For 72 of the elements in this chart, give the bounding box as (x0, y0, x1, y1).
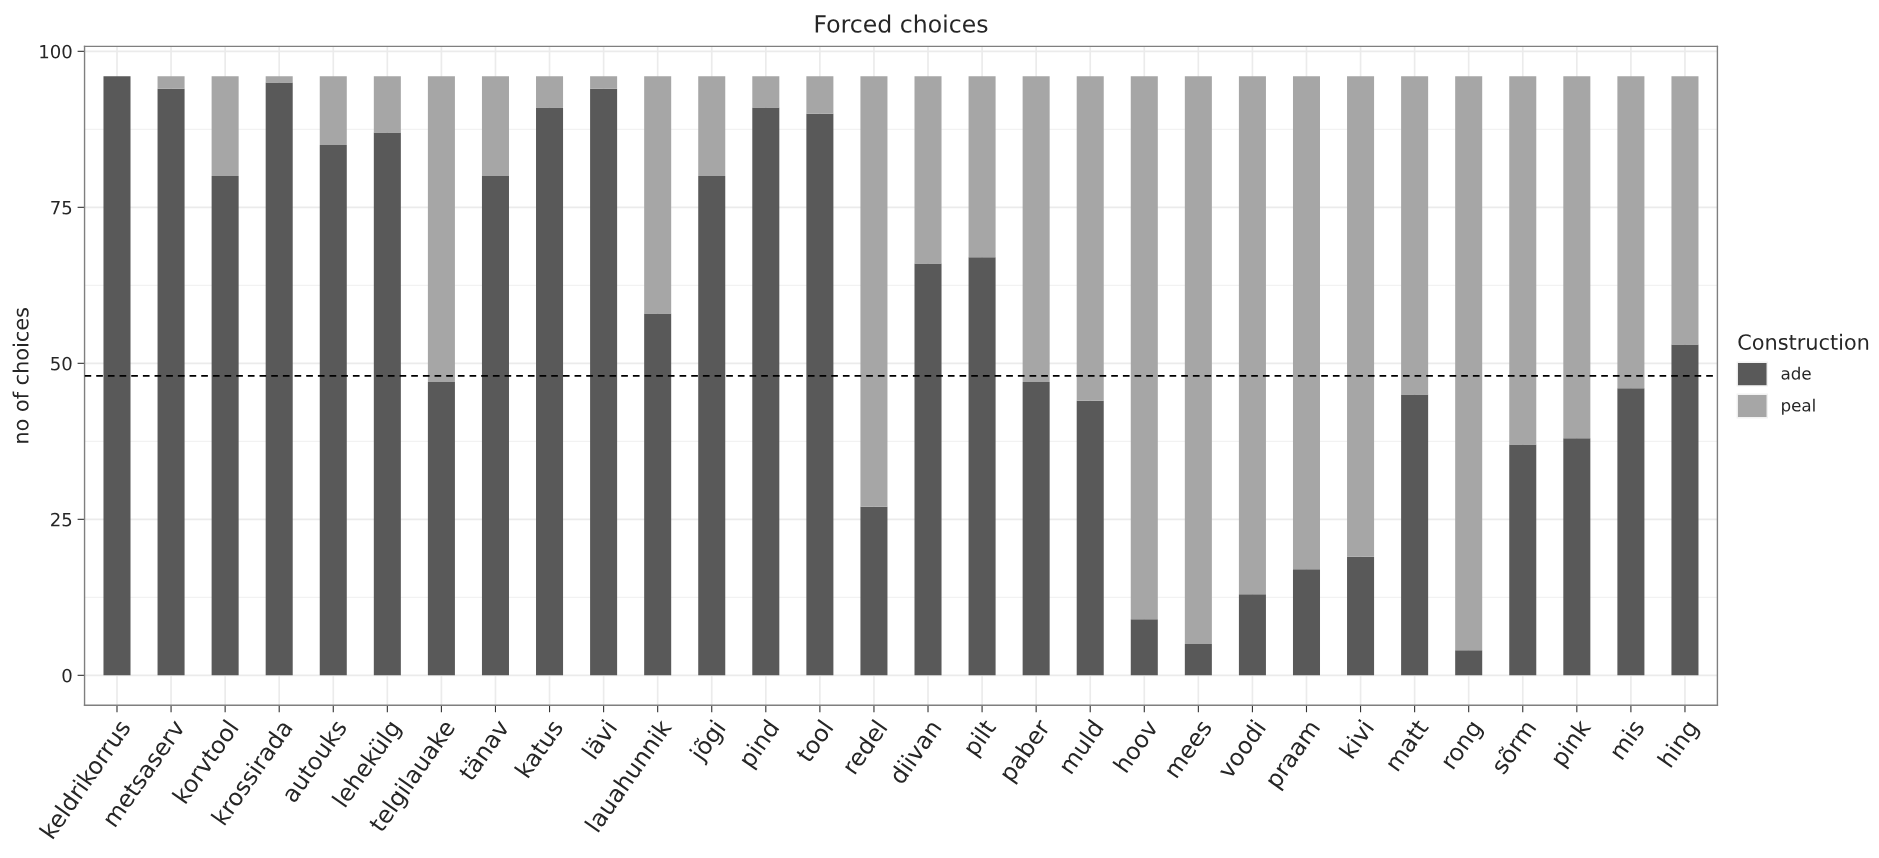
bar (1347, 556, 1375, 676)
bar (644, 76, 672, 314)
y-tick-label: 0 (62, 668, 72, 683)
bar (1022, 382, 1050, 676)
legend-label: peal (1782, 398, 1815, 415)
bar (481, 176, 509, 676)
bar (644, 313, 672, 676)
bar (752, 107, 780, 676)
bar (968, 76, 996, 258)
y-tick-label: 100 (40, 44, 72, 59)
bar (752, 76, 780, 108)
bar (1076, 76, 1104, 401)
y-tick-label: 50 (51, 356, 72, 371)
bar (1238, 76, 1266, 595)
bar (157, 76, 185, 89)
bar (806, 76, 834, 114)
bar (968, 257, 996, 676)
bar (1076, 400, 1104, 676)
bar (1509, 76, 1537, 445)
bar (698, 176, 726, 676)
x-tick-label: kivi (1338, 718, 1374, 760)
x-tick-label: mis (1608, 718, 1646, 761)
bar (1563, 438, 1591, 676)
bar (211, 176, 239, 676)
bar (1292, 569, 1321, 676)
bar (1509, 444, 1537, 676)
bar (536, 76, 564, 108)
bar (1022, 76, 1050, 383)
bar (1563, 76, 1591, 439)
bar (590, 76, 618, 89)
bar (1455, 76, 1483, 651)
bar (1292, 76, 1321, 570)
chart-title: Forced choices (815, 14, 988, 33)
bar (536, 107, 564, 676)
bar (1455, 650, 1483, 676)
bar (265, 82, 293, 676)
bar (373, 76, 401, 133)
bar (590, 88, 618, 676)
bar (1401, 76, 1429, 395)
bar (914, 76, 942, 264)
bar (481, 76, 509, 177)
bar (265, 76, 293, 83)
bar (427, 76, 455, 383)
bar (1238, 594, 1266, 676)
bar (1184, 76, 1212, 645)
bar (103, 76, 131, 676)
bar (319, 76, 347, 145)
bar (157, 88, 185, 676)
bar (1401, 394, 1429, 676)
bar (914, 263, 942, 676)
bar (373, 132, 401, 676)
bar (211, 76, 239, 177)
bar (1617, 76, 1645, 389)
bar (1671, 76, 1699, 345)
bar (1347, 76, 1375, 557)
legend-title: Construction (1738, 333, 1869, 350)
bar (1617, 388, 1645, 676)
bar (319, 144, 347, 676)
y-axis-title: no of choices (12, 308, 29, 443)
x-tick-label: pilt (961, 717, 1001, 760)
bar (427, 382, 455, 676)
legend-label: ade (1781, 366, 1811, 380)
bar (1130, 619, 1158, 676)
bar (1130, 76, 1158, 620)
y-tick-label: 75 (51, 201, 72, 215)
bar (860, 506, 888, 676)
y-tick-label: 25 (51, 512, 72, 527)
bar (860, 76, 888, 507)
bar (806, 113, 834, 676)
bar (698, 76, 726, 177)
bar (1184, 644, 1212, 676)
bar (1671, 344, 1699, 676)
